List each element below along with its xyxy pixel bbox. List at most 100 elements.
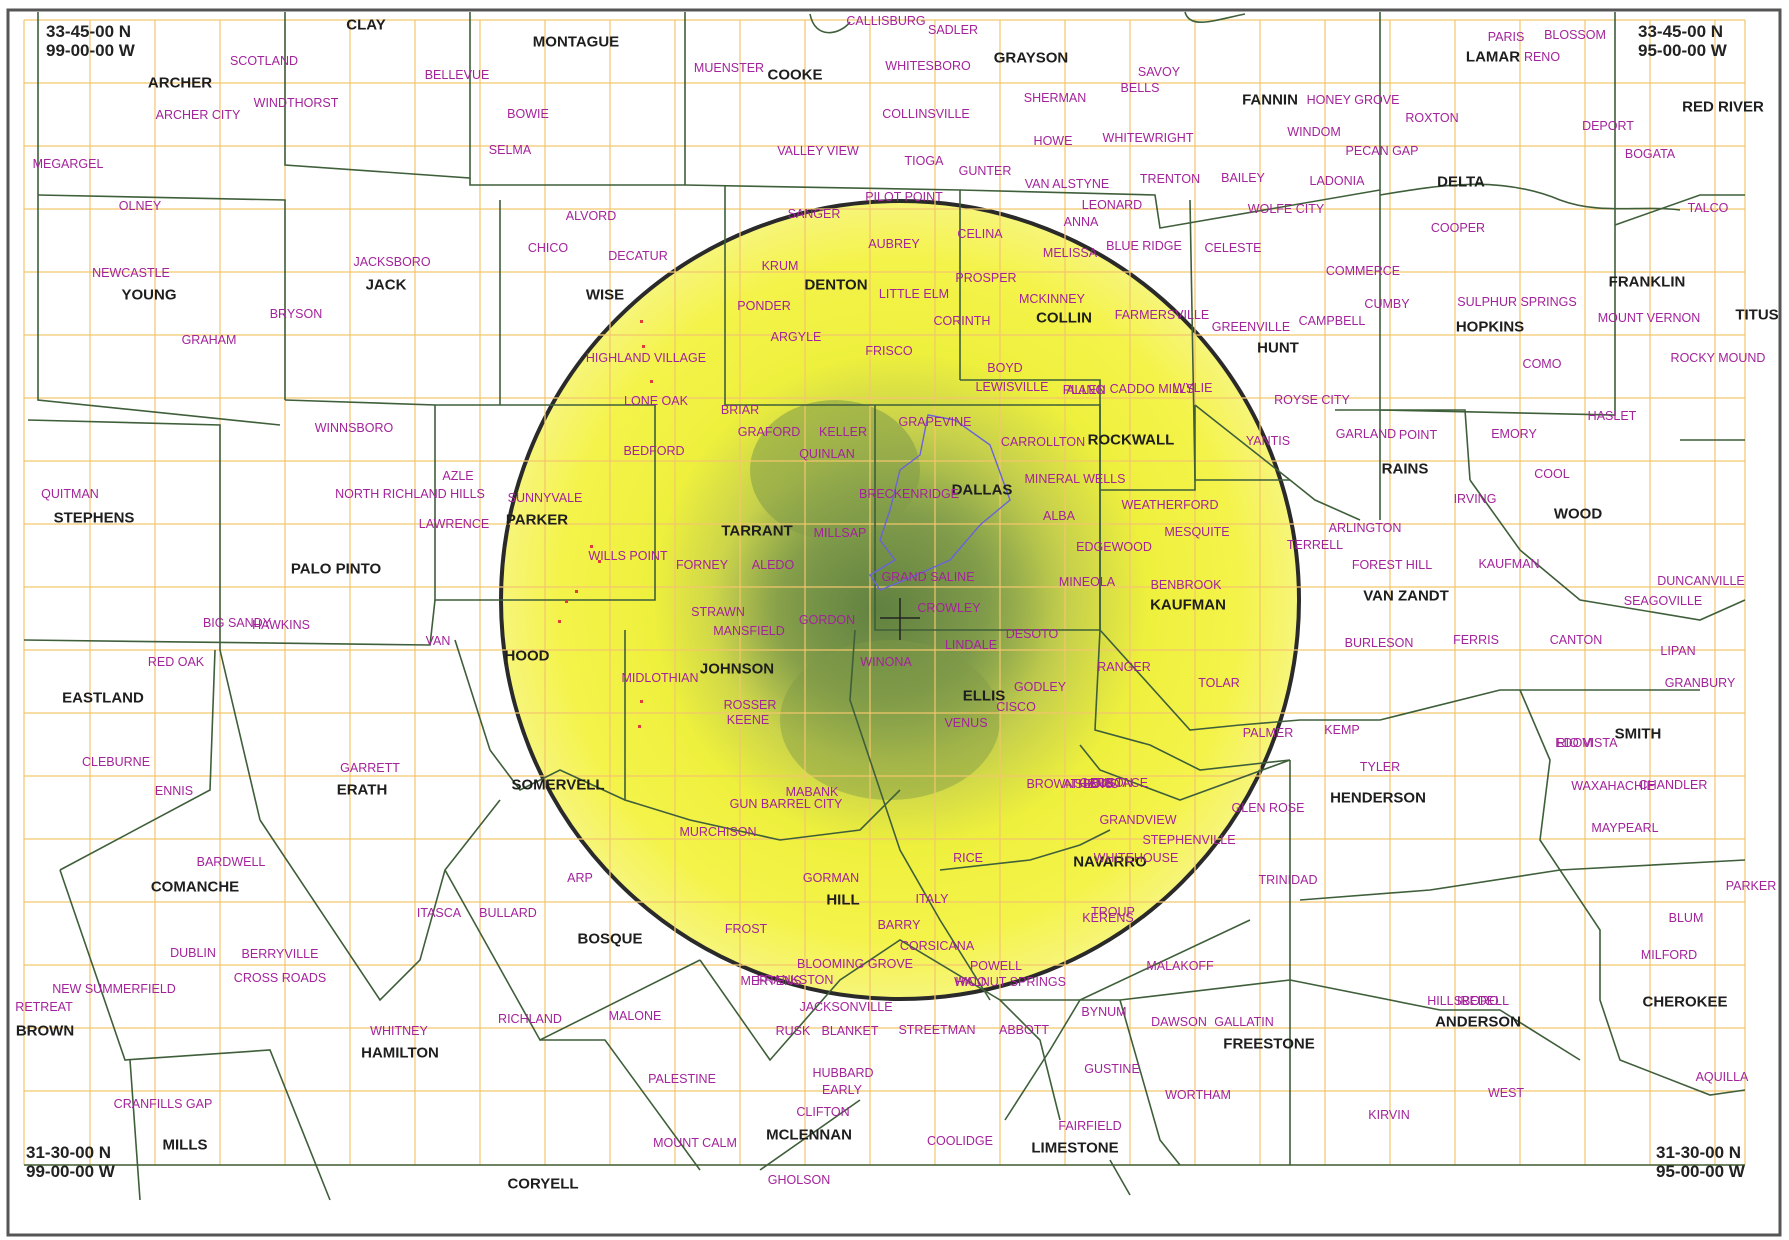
corner-bottom-right: 31-30-00 N 95-00-00 W bbox=[1656, 1143, 1745, 1181]
city-label: DEPORT bbox=[1582, 119, 1634, 133]
city-label: CORSICANA bbox=[900, 939, 974, 953]
city-label: AUBREY bbox=[868, 237, 919, 251]
city-label: POINT bbox=[1399, 428, 1437, 442]
city-label: FARMERSVILLE bbox=[1115, 308, 1209, 322]
county-label: MILLS bbox=[163, 1137, 208, 1154]
city-label: CORINTH bbox=[934, 314, 991, 328]
county-label: CLAY bbox=[346, 17, 385, 34]
city-label: DECATUR bbox=[608, 249, 668, 263]
corner-lon: 99-00-00 W bbox=[46, 41, 135, 60]
city-label: KELLER bbox=[819, 425, 867, 439]
city-label: ARGYLE bbox=[771, 330, 822, 344]
city-label: GODLEY bbox=[1014, 680, 1066, 694]
city-label: ROCKY MOUND bbox=[1671, 351, 1766, 365]
city-label: WORTHAM bbox=[1165, 1088, 1231, 1102]
city-label: VENUS bbox=[944, 716, 987, 730]
city-label: GHOLSON bbox=[768, 1173, 831, 1187]
city-label: PONDER bbox=[737, 299, 790, 313]
city-label: LAWRENCE bbox=[419, 517, 489, 531]
city-label: CELESTE bbox=[1205, 241, 1262, 255]
city-label: GRANDVIEW bbox=[1099, 813, 1176, 827]
city-label: STRAWN bbox=[691, 605, 745, 619]
city-label: BOYD bbox=[987, 361, 1022, 375]
city-label: HASLET bbox=[1588, 409, 1637, 423]
city-label: DUNCANVILLE bbox=[1657, 574, 1745, 588]
city-label: FORNEY bbox=[676, 558, 728, 572]
county-label: RAINS bbox=[1382, 461, 1429, 478]
city-label: CLEBURNE bbox=[82, 755, 150, 769]
city-label: JACKSBORO bbox=[353, 255, 430, 269]
city-label: TALCO bbox=[1688, 201, 1729, 215]
city-label: HICO bbox=[955, 975, 986, 989]
county-label: DENTON bbox=[804, 277, 867, 294]
city-label: COOL bbox=[1534, 467, 1569, 481]
county-label: ARCHER bbox=[148, 75, 212, 92]
city-label: MINERAL WELLS bbox=[1025, 472, 1126, 486]
city-label: WHITEHOUSE bbox=[1094, 851, 1179, 865]
city-label: PALMER bbox=[1243, 726, 1293, 740]
county-label: TITUS bbox=[1735, 307, 1778, 324]
city-label: ALBA bbox=[1043, 509, 1075, 523]
city-label: PALESTINE bbox=[648, 1072, 716, 1086]
city-label: MOUNT VERNON bbox=[1598, 311, 1701, 325]
city-label: LONE OAK bbox=[624, 394, 688, 408]
county-label: HAMILTON bbox=[361, 1045, 439, 1062]
city-label: MEGARGEL bbox=[33, 157, 104, 171]
city-label: OLNEY bbox=[119, 199, 161, 213]
city-label: PARKER bbox=[1726, 879, 1776, 893]
corner-bottom-left: 31-30-00 N 99-00-00 W bbox=[26, 1143, 115, 1181]
city-label: MANSFIELD bbox=[713, 624, 785, 638]
city-label: MALAKOFF bbox=[1146, 959, 1213, 973]
county-label: HUNT bbox=[1257, 340, 1299, 357]
city-label: WINDTHORST bbox=[254, 96, 339, 110]
city-label: BRECKENRIDGE bbox=[859, 487, 959, 501]
city-label: ATHENS bbox=[1063, 777, 1113, 791]
corner-lat: 31-30-00 N bbox=[26, 1143, 115, 1162]
city-label: MUENSTER bbox=[694, 61, 764, 75]
city-label: GRAPEVINE bbox=[899, 415, 972, 429]
city-label: MERTENS bbox=[741, 974, 802, 988]
city-label: COMMERCE bbox=[1326, 264, 1400, 278]
city-label: COLLINSVILLE bbox=[882, 107, 970, 121]
county-label: SMITH bbox=[1615, 726, 1662, 743]
city-label: ARP bbox=[567, 871, 593, 885]
city-label: FERRIS bbox=[1453, 633, 1499, 647]
city-label: NEWCASTLE bbox=[92, 266, 170, 280]
county-label: DALLAS bbox=[952, 482, 1013, 499]
county-label: MCLENNAN bbox=[766, 1127, 852, 1144]
city-label: HAWKINS bbox=[252, 618, 310, 632]
city-label: CUMBY bbox=[1364, 297, 1409, 311]
city-label: LIPAN bbox=[1660, 644, 1695, 658]
city-label: BELLS bbox=[1121, 81, 1160, 95]
county-label: HENDERSON bbox=[1330, 790, 1426, 807]
city-label: VAN bbox=[426, 634, 451, 648]
city-label: HOWE bbox=[1034, 134, 1073, 148]
city-label: FOREST HILL bbox=[1352, 558, 1432, 572]
county-label: YOUNG bbox=[121, 287, 176, 304]
city-label: CROSS ROADS bbox=[234, 971, 326, 985]
county-label: COLLIN bbox=[1036, 310, 1092, 327]
city-label: STEPHENVILLE bbox=[1142, 833, 1235, 847]
city-label: COMO bbox=[1523, 357, 1562, 371]
city-label: BENBROOK bbox=[1151, 578, 1222, 592]
city-label: CARROLLTON bbox=[1001, 435, 1085, 449]
county-label: COMANCHE bbox=[151, 879, 239, 896]
city-label: BLANKET bbox=[822, 1024, 879, 1038]
city-label: DAWSON bbox=[1151, 1015, 1207, 1029]
city-label: RIO VISTA bbox=[1557, 736, 1618, 750]
county-label: ROCKWALL bbox=[1088, 432, 1175, 449]
city-label: RANGER bbox=[1097, 660, 1150, 674]
city-label: AZLE bbox=[442, 469, 473, 483]
county-label: VAN ZANDT bbox=[1363, 588, 1449, 605]
city-label: BYNUM bbox=[1081, 1005, 1126, 1019]
city-label: BLUE RIDGE bbox=[1106, 239, 1182, 253]
city-label: WHITESBORO bbox=[885, 59, 970, 73]
city-label: RUSK bbox=[776, 1024, 811, 1038]
city-label: WOLFE CITY bbox=[1248, 202, 1324, 216]
city-label: HIGHLAND VILLAGE bbox=[586, 351, 706, 365]
city-label: GUNTER bbox=[959, 164, 1012, 178]
county-label: MONTAGUE bbox=[533, 34, 619, 51]
city-label: KAUFMAN bbox=[1478, 557, 1539, 571]
city-label: TIOGA bbox=[905, 154, 944, 168]
city-label: NEW SUMMERFIELD bbox=[52, 982, 176, 996]
